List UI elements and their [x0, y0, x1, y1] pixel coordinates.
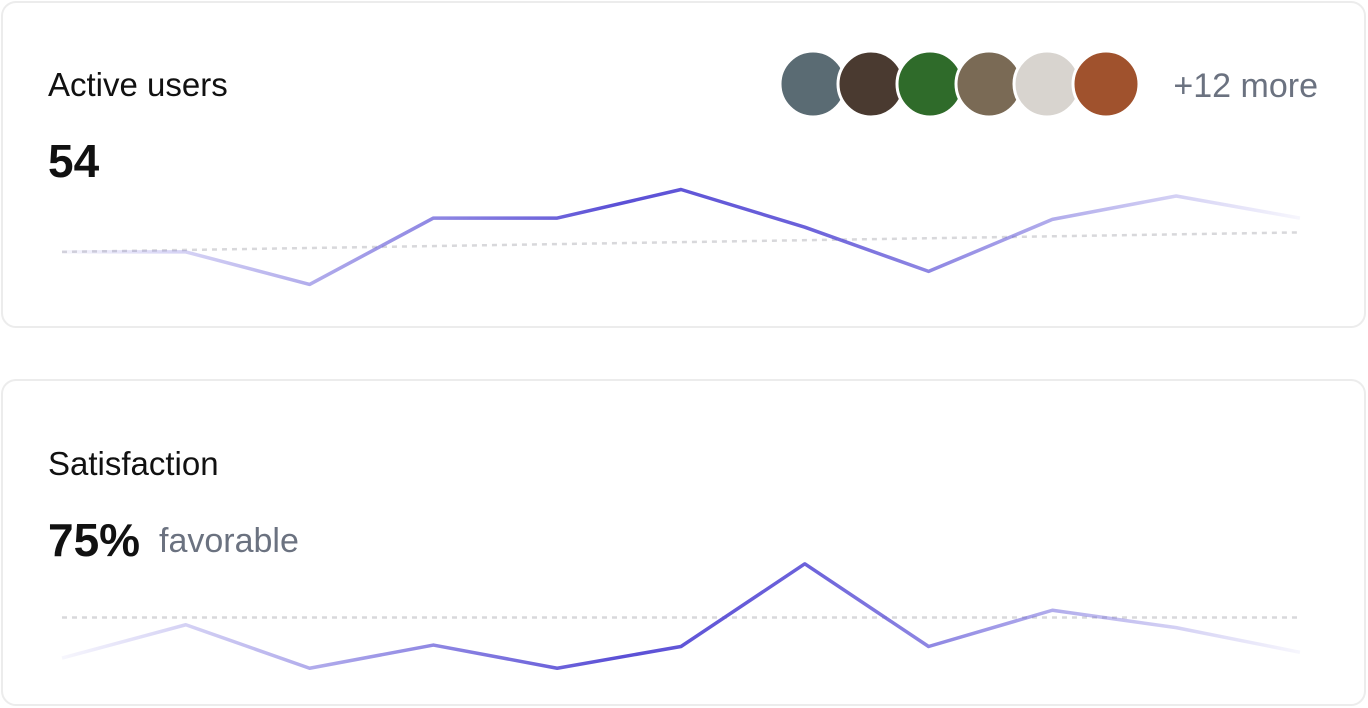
card-title: Satisfaction: [48, 445, 219, 482]
avatar: [895, 49, 965, 119]
card-title: Active users: [48, 66, 228, 103]
avatar-stack: [778, 49, 1141, 119]
sparkline: [62, 187, 1301, 287]
avatar: [836, 49, 906, 119]
more-label: +12 more: [1173, 67, 1318, 105]
headline-subtitle: favorable: [159, 522, 299, 560]
avatar: [954, 49, 1024, 119]
trend-line: [61, 231, 1301, 254]
card: [1, 379, 1366, 706]
headline: 75%: [48, 514, 140, 566]
headline: 54: [48, 135, 100, 187]
sparkline: [61, 562, 1301, 670]
avatar: [1071, 49, 1141, 119]
avatar: [778, 49, 848, 119]
avatar: [1012, 49, 1082, 119]
card: [1, 1, 1366, 328]
